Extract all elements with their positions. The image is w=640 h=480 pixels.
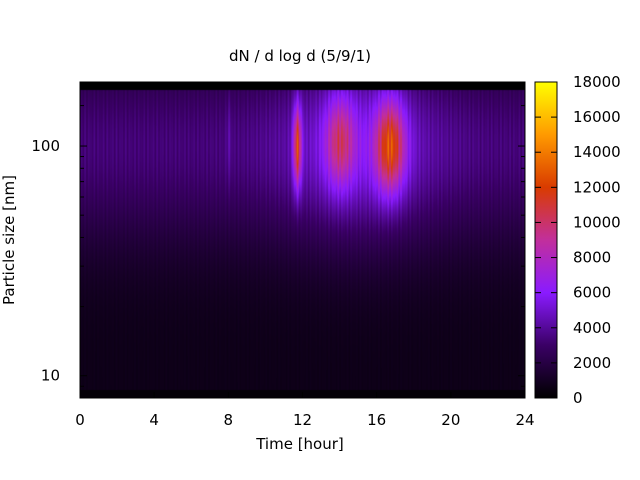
colorbar-ticks: 0 2000 4000 6000 8000 10000 12000 14000 16000 180…	[535, 73, 621, 407]
colorbar-tick-label: 4000	[573, 319, 611, 337]
colorbar-tick-label: 16000	[573, 108, 621, 126]
heatmap-area	[80, 82, 525, 398]
x-tick-label: 24	[515, 411, 534, 429]
x-axis-ticks: 0 4 8 12 16 20 24	[75, 82, 535, 429]
colorbar-tick-label: 18000	[573, 73, 621, 91]
colorbar-tick-label: 12000	[573, 178, 621, 196]
y-axis-label: Particle size [nm]	[0, 175, 18, 305]
x-axis-label: Time [hour]	[255, 435, 344, 453]
y-tick-label: 10	[41, 367, 60, 385]
y-axis-ticks: 10 100	[31, 105, 525, 387]
chart-title: dN / d log d (5/9/1)	[229, 47, 371, 65]
colorbar-gradient	[534, 81, 558, 399]
x-tick-label: 4	[149, 411, 159, 429]
x-tick-label: 8	[224, 411, 234, 429]
colorbar-tick-label: 2000	[573, 354, 611, 372]
colorbar-tick-label: 14000	[573, 143, 621, 161]
x-tick-label: 12	[293, 411, 312, 429]
colorbar-tick-label: 10000	[573, 213, 621, 231]
colorbar-tick-label: 6000	[573, 284, 611, 302]
colorbar: 0 2000 4000 6000 8000 10000 12000 14000 16000 180…	[534, 73, 621, 407]
heatmap-image	[80, 82, 525, 398]
x-tick-label: 0	[75, 411, 85, 429]
x-tick-label: 16	[367, 411, 386, 429]
x-tick-label: 20	[441, 411, 460, 429]
colorbar-tick-label: 0	[573, 389, 583, 407]
y-tick-label: 100	[31, 137, 60, 155]
colorbar-tick-label: 8000	[573, 249, 611, 267]
